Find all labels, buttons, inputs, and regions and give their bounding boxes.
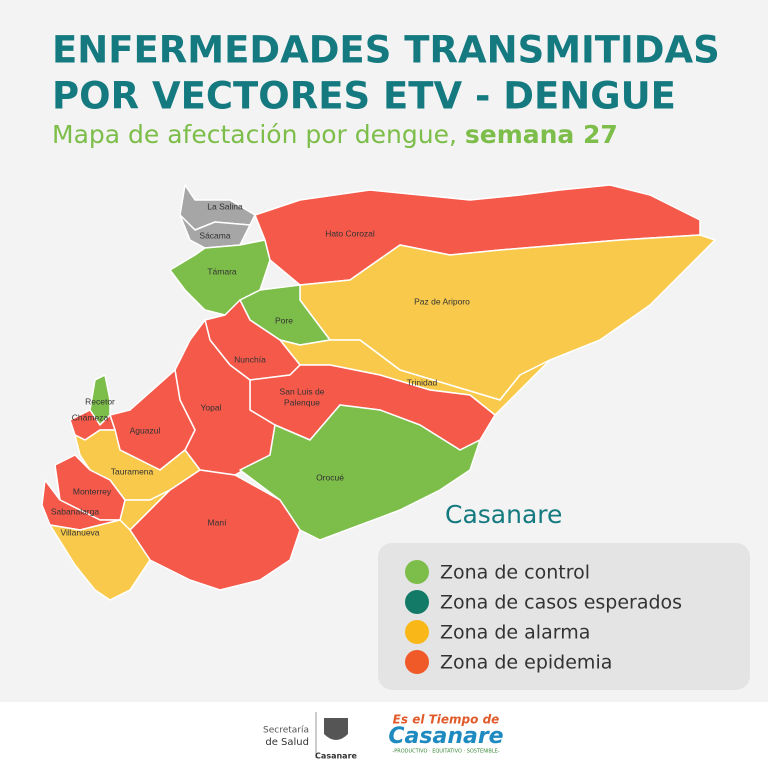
legend-box bbox=[378, 543, 750, 690]
municipality-label: Orocué bbox=[316, 472, 344, 482]
footer bbox=[0, 702, 768, 768]
municipality-label: La Salina bbox=[207, 201, 243, 211]
legend-swatch bbox=[405, 620, 429, 644]
legend-swatch bbox=[405, 590, 429, 614]
title-line: POR VECTORES ETV - DENGUE bbox=[52, 75, 676, 118]
legend-swatch bbox=[405, 650, 429, 674]
municipality-label: Villanueva bbox=[60, 527, 99, 537]
municipality-label: Hato Corozal bbox=[325, 228, 375, 238]
municipality-label: Támara bbox=[207, 266, 237, 276]
subtitle: Mapa de afectación por dengue, semana 27 bbox=[52, 120, 618, 149]
footer-text: Casanare bbox=[388, 724, 503, 749]
municipality bbox=[239, 404, 481, 541]
subtitle-week: semana 27 bbox=[465, 120, 618, 149]
municipality-label: Recetor bbox=[85, 396, 115, 406]
municipality bbox=[179, 214, 251, 249]
municipality-label: Aguazul bbox=[130, 425, 161, 435]
municipality bbox=[49, 519, 151, 601]
subtitle-text: Mapa de afectación por dengue, bbox=[52, 120, 457, 149]
municipality-label: Monterrey bbox=[73, 486, 112, 496]
legend-label: Zona de epidemia bbox=[440, 652, 612, 674]
municipality-label: Sabanalarga bbox=[51, 506, 99, 516]
municipality-label: Trinidad bbox=[407, 377, 438, 387]
municipality-label: San Luis de bbox=[280, 386, 325, 396]
map: La Salina Sácama Támara Hato Corozal Paz… bbox=[41, 184, 716, 601]
footer-text: Secretaría bbox=[263, 726, 309, 736]
footer-text: -PRODUCTIVO · EQUITATIVO · SOSTENIBLE- bbox=[392, 749, 499, 755]
legend-swatch bbox=[405, 560, 429, 584]
municipality-label: Maní bbox=[208, 517, 228, 527]
footer-text: Es el Tiempo de bbox=[393, 713, 500, 727]
emblem bbox=[324, 718, 348, 740]
legend-label: Zona de casos esperados bbox=[440, 592, 682, 614]
municipality-label: Yopal bbox=[201, 402, 222, 412]
municipality-label: Tauramena bbox=[111, 466, 154, 476]
municipality-label: Chámeza bbox=[72, 412, 109, 422]
municipality-label: Pore bbox=[275, 315, 293, 325]
region-name: Casanare bbox=[445, 500, 562, 529]
footer-text: de Salud bbox=[265, 737, 309, 748]
municipality-label: Palenque bbox=[284, 397, 320, 407]
legend: Zona de control Zona de casos esperados Zo… bbox=[405, 560, 682, 674]
legend-label: Zona de alarma bbox=[440, 622, 590, 644]
legend-label: Zona de control bbox=[440, 562, 590, 584]
municipality-label: Sácama bbox=[199, 230, 230, 240]
municipality-label: Nunchía bbox=[234, 354, 266, 364]
municipality-label: Paz de Ariporo bbox=[414, 296, 470, 306]
footer-text: Casanare bbox=[315, 752, 357, 761]
title-line: ENFERMEDADES TRANSMITIDAS bbox=[52, 29, 720, 72]
